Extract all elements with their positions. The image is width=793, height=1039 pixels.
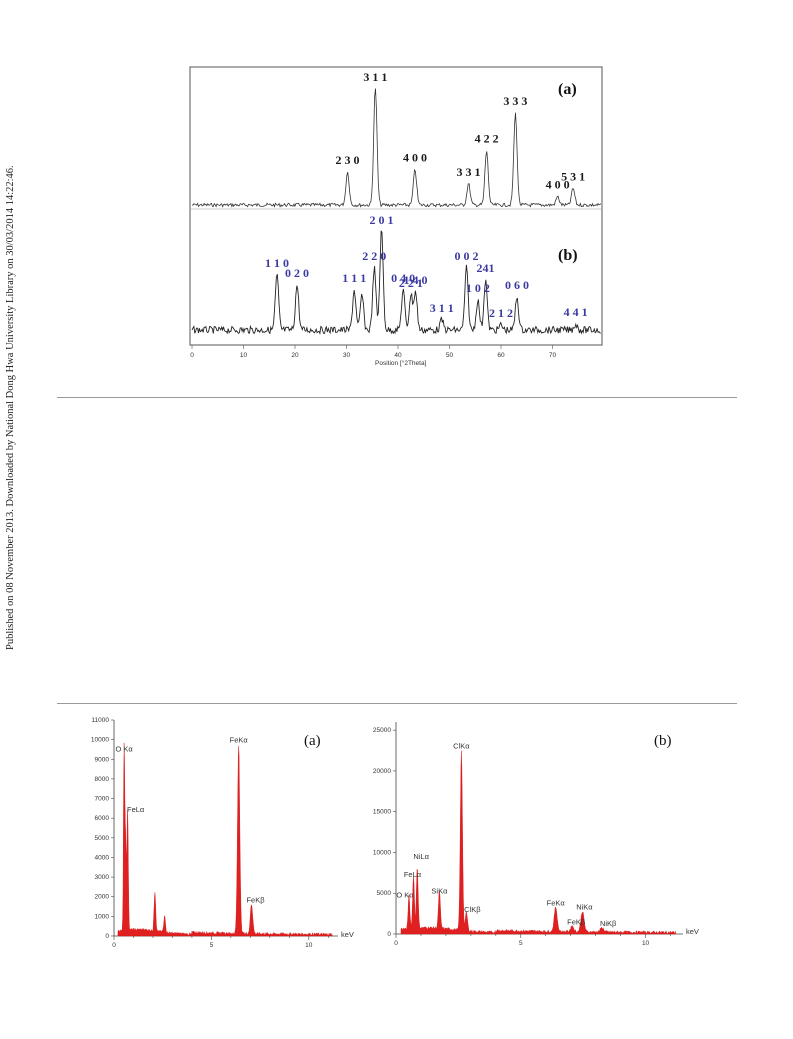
peak-label: 2 1 2 — [489, 306, 513, 320]
x-tick-label: 5 — [210, 942, 214, 949]
peak-label: NiLα — [413, 852, 429, 861]
peak-label: 0 4 0 — [391, 271, 415, 285]
peak-label: 3 3 1 — [457, 165, 481, 179]
peak-label: O Kα — [396, 890, 414, 899]
x-tick-label: 30 — [343, 352, 351, 359]
y-tick-label: 8000 — [95, 776, 110, 783]
y-tick-label: 0 — [105, 933, 109, 940]
y-tick-label: 11000 — [91, 717, 109, 724]
y-tick-label: 6000 — [95, 815, 110, 822]
x-tick-label: 10 — [305, 942, 313, 949]
eds-a-panel-tag: (a) — [304, 733, 321, 749]
x-tick-label: 10 — [240, 352, 248, 359]
x-tick-label: 20 — [291, 352, 299, 359]
y-tick-label: 2000 — [95, 894, 110, 901]
peak-label: FeLα — [127, 805, 145, 814]
y-tick-label: 5000 — [377, 890, 392, 897]
eds-b-panel-tag: (b) — [654, 733, 672, 749]
peak-label: NiKα — [576, 903, 593, 912]
peak-label: 1 1 0 — [265, 256, 289, 270]
x-tick-label: 0 — [190, 352, 194, 359]
eds-spectrum-a: 0100020003000400050006000700080009000100… — [91, 717, 354, 949]
eds-a-spectrum-fill — [117, 742, 333, 937]
y-tick-label: 25000 — [373, 727, 391, 734]
peak-label: 3 3 3 — [503, 94, 527, 108]
peak-label: 1 0 2 — [466, 281, 490, 295]
y-tick-label: 3000 — [95, 874, 110, 881]
x-tick-label: 0 — [112, 942, 116, 949]
peak-label: 4 4 1 — [564, 305, 588, 319]
xrd-x-axis-title: Position [°2Theta] — [375, 359, 427, 367]
peak-label: 2 2 0 — [362, 249, 386, 263]
xrd-panel-b-tag: (b) — [558, 247, 578, 264]
peak-label: ClKα — [453, 742, 470, 751]
peak-label: NiKβ — [600, 919, 617, 928]
eds-b-spectrum-fill — [400, 750, 676, 935]
peak-label: 0 2 0 — [285, 266, 309, 280]
x-tick-label: 0 — [394, 940, 398, 947]
peak-label: 5 3 1 — [561, 169, 585, 183]
y-tick-label: 7000 — [95, 796, 110, 803]
peak-label: 2 2 1 — [399, 276, 423, 290]
peak-label: FeKβ — [246, 896, 265, 905]
y-tick-label: 4000 — [95, 854, 110, 861]
x-tick-label: 40 — [394, 352, 402, 359]
y-tick-label: 15000 — [373, 809, 391, 816]
peak-label: SiKα — [431, 886, 448, 895]
peak-label: 241 — [477, 261, 495, 275]
eds-spectrum-b: 0 5000 10000 15000 20000 25000 0 5 10 O Kα FeLα N… — [373, 722, 699, 947]
y-tick-label: 0 — [387, 931, 391, 938]
download-watermark: Published on 08 November 2013. Downloade… — [5, 165, 16, 650]
y-tick-label: 10000 — [91, 737, 109, 744]
peak-label: 2 0 1 — [370, 213, 394, 227]
xrd-panel-a-tag: (a) — [558, 81, 577, 98]
peak-label: 4 0 0 — [546, 178, 570, 192]
x-tick-label: 60 — [497, 352, 505, 359]
x-tick-label: 10 — [642, 940, 650, 947]
figure-rule-bottom — [57, 703, 737, 704]
xrd-pattern-a — [191, 88, 602, 208]
peak-label: 0 6 0 — [505, 278, 529, 292]
eds-a-unit-label: keV — [341, 930, 354, 939]
peak-label: O Kα — [115, 744, 133, 753]
figure-rule-top — [57, 397, 737, 398]
peak-label: 1 4 0 — [404, 273, 428, 287]
peak-label: 1 1 1 — [342, 271, 366, 285]
y-tick-label: 10000 — [373, 849, 391, 856]
peak-label: 4 2 2 — [475, 132, 499, 146]
peak-label: 2 3 0 — [336, 153, 360, 167]
peak-label: FeLα — [404, 870, 422, 879]
peak-label: 3 1 1 — [363, 70, 387, 84]
peak-label: FeKβ — [567, 917, 586, 926]
eds-b-unit-label: keV — [686, 927, 699, 936]
y-tick-label: 1000 — [95, 913, 110, 920]
xrd-pattern-b — [191, 230, 601, 335]
xrd-figure: 2 3 03 1 14 0 03 3 14 2 23 3 34 0 05 3 1… — [189, 66, 603, 367]
x-tick-label: 5 — [519, 940, 523, 947]
y-tick-label: 20000 — [373, 768, 391, 775]
x-tick-label: 70 — [549, 352, 557, 359]
peak-label: 3 1 1 — [430, 301, 454, 315]
peak-label: 4 0 0 — [403, 151, 427, 165]
y-tick-label: 5000 — [95, 835, 110, 842]
x-tick-label: 50 — [446, 352, 454, 359]
peak-label: ClKβ — [464, 905, 481, 914]
peak-label: FeKα — [547, 899, 566, 908]
peak-label: FeKα — [230, 735, 249, 744]
peak-label: 0 0 2 — [454, 249, 478, 263]
y-tick-label: 9000 — [95, 756, 110, 763]
